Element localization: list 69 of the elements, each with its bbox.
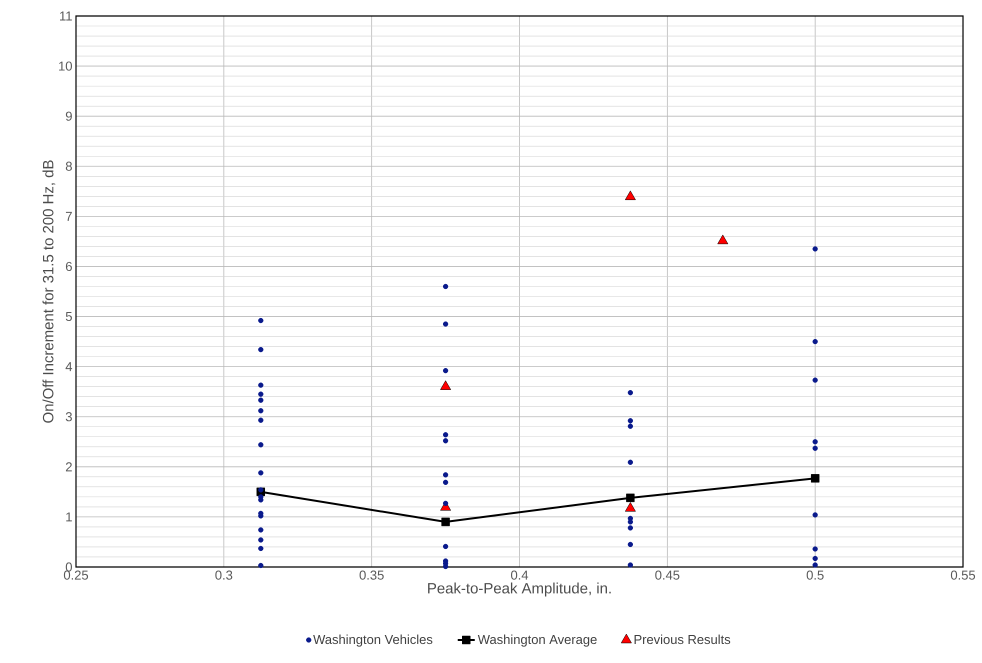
point [441, 518, 450, 526]
point [258, 470, 264, 476]
x-tick-label: 0.5 [806, 570, 824, 580]
point [258, 346, 264, 352]
x-tick-label: 0.45 [655, 570, 680, 580]
y-tick-label: 5 [66, 312, 72, 322]
y-tick-label: 3 [66, 412, 72, 422]
point [812, 338, 818, 344]
y-tick-label: 1 [66, 512, 72, 522]
y-tick-label: 10 [59, 61, 72, 71]
x-tick-label: 0.55 [950, 570, 976, 580]
point [258, 546, 264, 552]
x-tick-label: 0.4 [511, 570, 528, 580]
point [628, 424, 634, 429]
point [442, 472, 448, 478]
point [258, 418, 264, 423]
point [812, 562, 818, 568]
point [442, 284, 448, 290]
point [628, 460, 634, 465]
point [258, 442, 264, 448]
y-tick-label: 7 [66, 212, 72, 221]
y-axis-title: On/Off Increment for 31.5 to 200 Hz, dB [42, 160, 56, 423]
y-tick-label: 8 [66, 162, 72, 171]
y-tick-label: 0 [66, 562, 72, 572]
point [812, 378, 818, 383]
point [717, 234, 728, 244]
x-axis-title: Peak-to-Peak Amplitude, in. [428, 582, 611, 596]
point [442, 432, 448, 438]
point [258, 562, 264, 568]
point [258, 392, 264, 397]
legend-label: Previous Results [634, 634, 730, 644]
point [258, 408, 264, 414]
y-tick-label: 4 [66, 362, 72, 372]
point [810, 474, 820, 483]
x-tick-label: 0.25 [64, 570, 88, 580]
point [628, 562, 634, 568]
point [812, 439, 818, 444]
y-tick-label: 6 [66, 262, 72, 272]
point [628, 525, 634, 531]
x-tick-label: 0.35 [360, 570, 384, 580]
y-tick-label: 9 [66, 112, 72, 121]
point [624, 502, 636, 512]
point [624, 190, 636, 200]
point [812, 512, 818, 518]
point [258, 318, 264, 324]
point [442, 500, 448, 506]
legend-label: Washington Average [478, 634, 597, 647]
y-tick-label: 2 [66, 462, 72, 472]
y-tick-label: 11 [60, 12, 72, 20]
point [258, 382, 264, 388]
point [812, 446, 818, 451]
point [442, 544, 448, 550]
point [812, 556, 818, 562]
point [442, 438, 448, 444]
x-tick-label: 0.3 [215, 570, 232, 580]
point [258, 487, 264, 492]
point [626, 494, 635, 502]
point [628, 390, 634, 396]
point [258, 398, 264, 403]
point [812, 546, 818, 552]
point [258, 527, 264, 533]
legend-label: Washington Vehicles [313, 634, 432, 647]
point [628, 542, 634, 548]
point [442, 321, 448, 327]
point [812, 246, 818, 252]
point [258, 537, 264, 543]
point [442, 368, 448, 374]
point [442, 480, 448, 485]
point [628, 418, 634, 424]
